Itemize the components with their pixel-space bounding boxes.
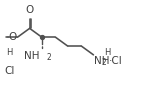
Text: NH: NH	[24, 51, 39, 61]
Text: O: O	[9, 32, 17, 42]
Text: NH: NH	[94, 56, 109, 66]
Text: ·Cl: ·Cl	[109, 56, 122, 66]
Text: H: H	[6, 48, 12, 57]
Text: O: O	[26, 5, 34, 15]
Text: Cl: Cl	[4, 66, 14, 76]
Text: 2: 2	[102, 58, 106, 67]
Text: H: H	[105, 48, 111, 57]
Text: 2: 2	[47, 53, 52, 62]
